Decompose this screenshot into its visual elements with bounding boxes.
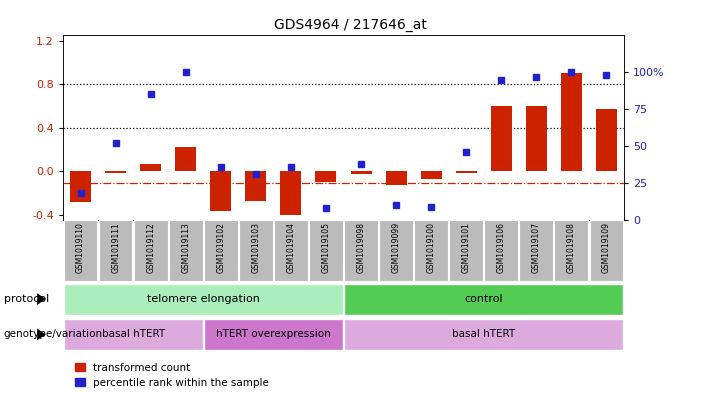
- Bar: [309, 220, 343, 281]
- Text: GSM1019104: GSM1019104: [287, 222, 295, 273]
- Text: hTERT overexpression: hTERT overexpression: [216, 329, 331, 340]
- Bar: [379, 220, 413, 281]
- Bar: [491, 106, 512, 171]
- Bar: [105, 171, 126, 173]
- Bar: [344, 220, 378, 281]
- Bar: [561, 73, 582, 171]
- Bar: [484, 220, 518, 281]
- Text: GSM1019108: GSM1019108: [567, 222, 576, 273]
- Bar: [386, 171, 407, 185]
- Bar: [99, 220, 132, 281]
- Bar: [554, 220, 588, 281]
- Text: GSM1019098: GSM1019098: [357, 222, 365, 273]
- Bar: [245, 171, 266, 200]
- Bar: [596, 109, 617, 171]
- Legend: transformed count, percentile rank within the sample: transformed count, percentile rank withi…: [75, 363, 269, 388]
- Bar: [140, 163, 161, 171]
- Bar: [169, 220, 203, 281]
- Text: GSM1019102: GSM1019102: [217, 222, 225, 273]
- Bar: [175, 147, 196, 171]
- Text: control: control: [464, 294, 503, 304]
- Text: telomere elongation: telomere elongation: [147, 294, 260, 304]
- Text: GSM1019113: GSM1019113: [182, 222, 190, 273]
- Bar: [64, 319, 203, 350]
- Bar: [70, 171, 91, 202]
- Bar: [64, 220, 97, 281]
- Bar: [350, 171, 372, 174]
- Bar: [204, 220, 238, 281]
- Text: GSM1019110: GSM1019110: [76, 222, 85, 273]
- Bar: [456, 171, 477, 173]
- Bar: [344, 283, 623, 315]
- Text: basal hTERT: basal hTERT: [102, 329, 165, 340]
- Bar: [519, 220, 553, 281]
- Text: GSM1019105: GSM1019105: [322, 222, 330, 273]
- Bar: [210, 171, 231, 211]
- Bar: [280, 171, 301, 215]
- Bar: [134, 220, 168, 281]
- Text: GSM1019099: GSM1019099: [392, 222, 400, 273]
- Text: GSM1019103: GSM1019103: [252, 222, 260, 273]
- Bar: [449, 220, 483, 281]
- Bar: [421, 171, 442, 179]
- Bar: [526, 106, 547, 171]
- Text: GDS4964 / 217646_at: GDS4964 / 217646_at: [274, 18, 427, 32]
- Text: GSM1019106: GSM1019106: [497, 222, 505, 273]
- Bar: [274, 220, 308, 281]
- Bar: [590, 220, 623, 281]
- Text: GSM1019111: GSM1019111: [111, 222, 120, 273]
- Bar: [64, 283, 343, 315]
- Text: GSM1019101: GSM1019101: [462, 222, 470, 273]
- Bar: [344, 319, 623, 350]
- Bar: [315, 171, 336, 182]
- Bar: [239, 220, 273, 281]
- Text: GSM1019100: GSM1019100: [427, 222, 435, 273]
- Text: genotype/variation: genotype/variation: [4, 329, 102, 340]
- Text: GSM1019107: GSM1019107: [532, 222, 540, 273]
- Bar: [414, 220, 448, 281]
- Text: GSM1019109: GSM1019109: [602, 222, 611, 273]
- Text: protocol: protocol: [4, 294, 49, 304]
- Text: GSM1019112: GSM1019112: [147, 222, 155, 273]
- Text: basal hTERT: basal hTERT: [452, 329, 515, 340]
- Bar: [204, 319, 343, 350]
